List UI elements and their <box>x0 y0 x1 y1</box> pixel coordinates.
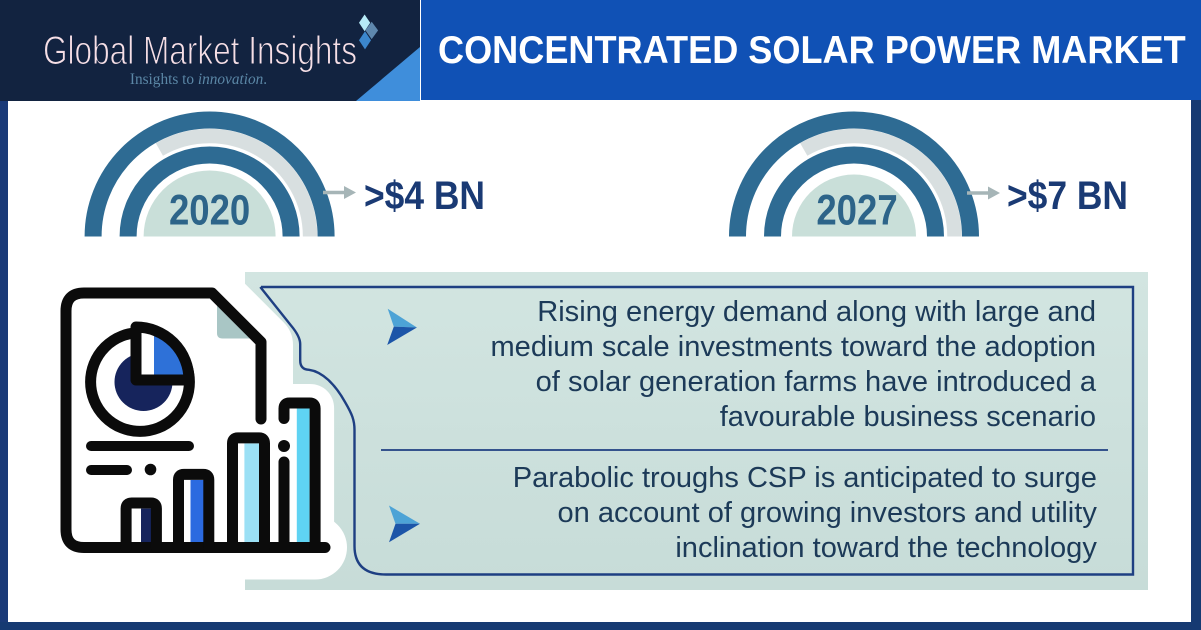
svg-text:2020: 2020 <box>169 187 250 234</box>
svg-text:>$4 BN: >$4 BN <box>364 174 485 218</box>
svg-text:>$7 BN: >$7 BN <box>1007 174 1128 218</box>
svg-text:2027: 2027 <box>816 187 897 234</box>
